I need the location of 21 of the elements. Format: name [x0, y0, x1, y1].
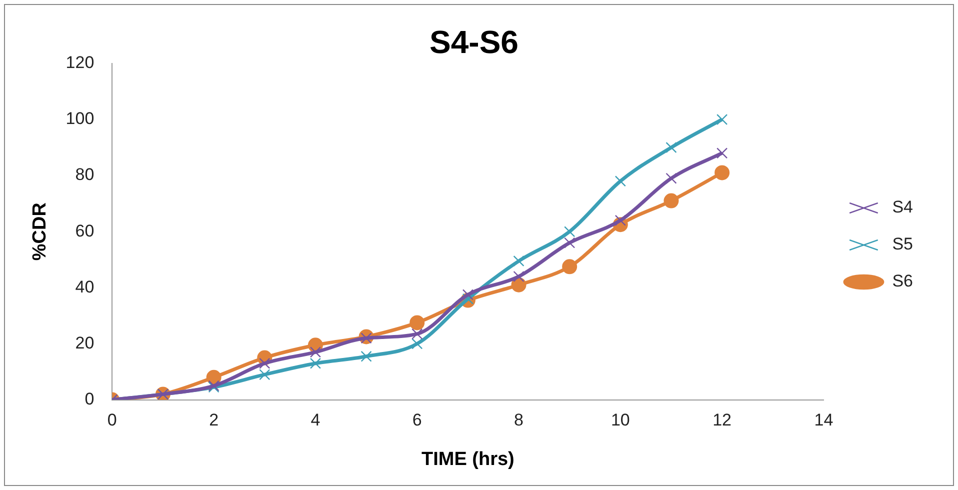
x-axis-title: TIME (hrs)	[421, 448, 514, 470]
y-axis-title: %CDR	[30, 202, 51, 261]
y-tick-label: 100	[66, 109, 94, 128]
y-tick-label: 40	[75, 277, 94, 296]
x-tick-label: 14	[814, 410, 834, 430]
y-tick-label: 60	[75, 221, 94, 240]
x-tick-label: 6	[412, 410, 422, 430]
y-tick-label: 120	[66, 53, 94, 72]
legend-label: S5	[892, 234, 914, 254]
y-tick-label: 0	[84, 389, 94, 408]
x-tick-label: 4	[310, 410, 320, 430]
legend-label: S6	[892, 272, 914, 291]
y-tick-label: 20	[75, 333, 94, 352]
legend-label: S4	[892, 198, 914, 217]
y-tick-label: 80	[75, 165, 94, 184]
x-tick-label: 0	[107, 410, 117, 430]
x-tick-label: 2	[209, 410, 219, 430]
x-tick-label: 12	[712, 410, 732, 430]
chart-title: S4-S6	[430, 24, 518, 60]
x-tick-label: 10	[610, 410, 630, 430]
x-tick-label: 8	[514, 410, 524, 430]
